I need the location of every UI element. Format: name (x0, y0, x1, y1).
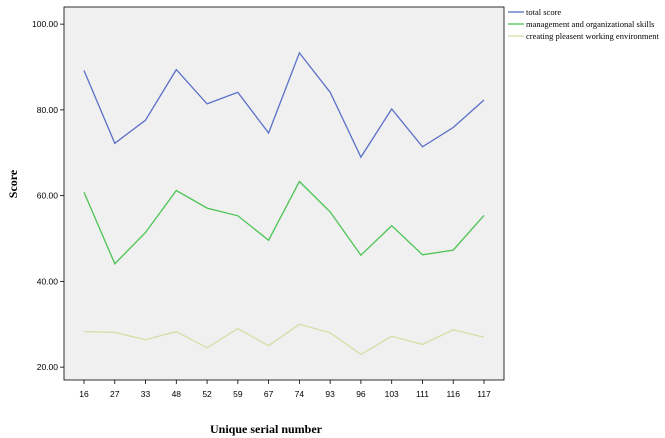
x-tick-label: 59 (233, 389, 243, 399)
series-line-3 (83, 323, 485, 356)
x-tick-label: 67 (264, 389, 274, 399)
series-lines (83, 51, 485, 356)
x-tick-label: 16 (79, 389, 89, 399)
y-tick-label: 80.00 (37, 105, 59, 115)
x-tick-label: 27 (110, 389, 120, 399)
y-tick-label: 40.00 (37, 276, 59, 286)
x-tick-label: 103 (385, 389, 399, 399)
plot-area (63, 6, 505, 381)
x-axis-title: Unique serial number (210, 422, 323, 436)
x-axis: 16 27 33 48 52 59 67 74 93 96 103 111 116 117 (79, 380, 491, 399)
x-tick-label: 93 (325, 389, 335, 399)
series-line-2 (83, 180, 485, 265)
x-tick-label: 116 (446, 389, 460, 399)
series-line-1 (83, 51, 485, 159)
y-axis-title: Score (6, 169, 20, 198)
y-tick-label: 60.00 (37, 191, 59, 201)
y-tick-label: 100.00 (32, 19, 58, 29)
x-tick-label: 48 (172, 389, 182, 399)
legend-label: total score (526, 7, 561, 17)
x-tick-label: 96 (356, 389, 366, 399)
y-tick-label: 20.00 (37, 362, 59, 372)
x-tick-label: 117 (477, 389, 491, 399)
x-tick-label: 74 (295, 389, 305, 399)
legend: total score management and organizational… (508, 7, 660, 41)
y-axis: 20.00 40.00 60.00 80.00 100.00 (32, 19, 64, 372)
legend-label: management and organizational skills (526, 19, 655, 29)
x-tick-label: 52 (202, 389, 212, 399)
x-tick-label: 33 (141, 389, 151, 399)
legend-label: creating pleasent working environment (526, 31, 660, 41)
x-tick-label: 111 (416, 389, 429, 399)
